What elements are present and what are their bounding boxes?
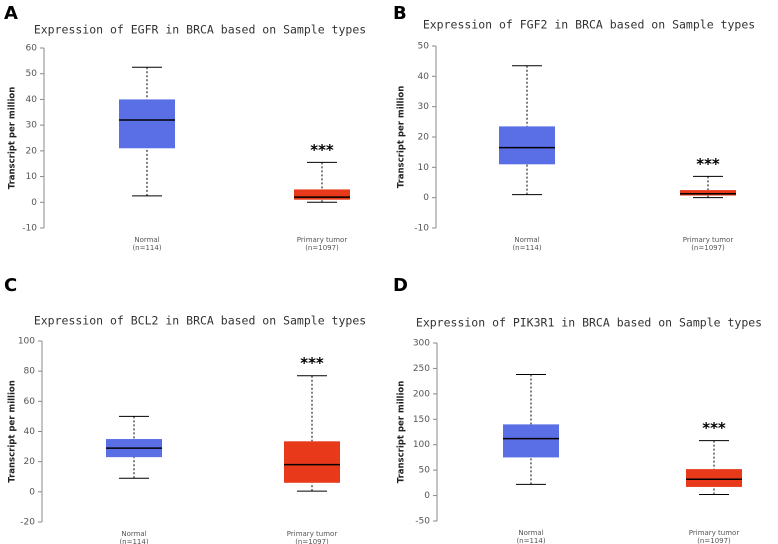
- box: [499, 126, 555, 165]
- category-label: Normal: [134, 236, 159, 244]
- category-label: Primary tumor: [297, 236, 348, 244]
- category-label: Normal: [518, 529, 543, 537]
- y-tick-label: 20: [26, 146, 38, 156]
- sample-size: (n=1097): [305, 244, 339, 252]
- box: [119, 99, 175, 149]
- y-tick-label: 50: [419, 466, 431, 476]
- box: [686, 469, 742, 487]
- y-tick-label: 40: [418, 72, 430, 82]
- y-tick-label: 60: [26, 44, 38, 54]
- sample-size: (n=1097): [295, 538, 329, 544]
- significance: ***: [696, 155, 720, 173]
- panel-label: B: [393, 3, 407, 24]
- y-tick-label: 150: [413, 415, 430, 425]
- y-tick-label: -20: [20, 518, 35, 528]
- y-tick-label: 0: [29, 487, 35, 497]
- panel: C Expression of BCL2 in BRCA based on Sam…: [4, 275, 366, 544]
- y-tick-label: 80: [24, 367, 36, 377]
- y-tick-label: 60: [24, 397, 36, 407]
- sample-size: (n=114): [512, 244, 541, 252]
- sample-size: (n=114): [516, 537, 545, 544]
- y-tick-label: 10: [418, 163, 430, 173]
- sample-size: (n=114): [119, 538, 148, 544]
- y-tick-label: 20: [418, 133, 430, 143]
- category-label: Primary tumor: [683, 236, 734, 244]
- y-axis-label: Transcript per million: [397, 381, 407, 484]
- panel-label: C: [4, 275, 17, 296]
- panel-label: A: [4, 3, 18, 24]
- y-axis-label: Transcript per million: [8, 87, 18, 190]
- y-axis-label: Transcript per million: [397, 86, 407, 189]
- y-tick-label: 100: [18, 337, 35, 347]
- significance: ***: [702, 419, 726, 437]
- y-tick-label: 40: [26, 95, 38, 105]
- chart-title: Expression of EGFR in BRCA based on Samp…: [34, 23, 366, 37]
- y-tick-label: 250: [413, 364, 430, 374]
- y-tick-label: 0: [423, 193, 429, 203]
- y-tick-label: 100: [413, 440, 430, 450]
- y-tick-label: 10: [26, 172, 38, 182]
- y-tick-label: 200: [413, 389, 430, 399]
- y-tick-label: -10: [414, 224, 429, 234]
- y-tick-label: 50: [26, 69, 38, 79]
- box: [294, 189, 350, 200]
- panel: D Expression of PIK3R1 in BRCA based on S…: [393, 275, 762, 544]
- box: [503, 424, 559, 458]
- category-label: Normal: [121, 530, 146, 538]
- panel-label: D: [393, 275, 408, 296]
- y-tick-label: 30: [26, 121, 38, 131]
- chart-title: Expression of PIK3R1 in BRCA based on Sa…: [416, 316, 762, 330]
- category-label: Primary tumor: [287, 530, 338, 538]
- panel: B Expression of FGF2 in BRCA based on Sam…: [393, 3, 755, 252]
- y-tick-label: 50: [418, 42, 430, 52]
- y-tick-label: 300: [413, 339, 430, 349]
- box: [284, 441, 340, 483]
- y-tick-label: 30: [418, 102, 430, 112]
- chart-title: Expression of BCL2 in BRCA based on Samp…: [34, 314, 366, 328]
- y-tick-label: 40: [24, 427, 36, 437]
- significance: ***: [300, 354, 324, 372]
- y-tick-label: 0: [31, 198, 37, 208]
- box: [680, 190, 736, 196]
- sample-size: (n=114): [132, 244, 161, 252]
- y-tick-label: -10: [22, 224, 37, 234]
- panel: A Expression of EGFR in BRCA based on Sam…: [4, 3, 366, 252]
- y-tick-label: 0: [424, 491, 430, 501]
- category-label: Normal: [514, 236, 539, 244]
- category-label: Primary tumor: [689, 529, 740, 537]
- y-tick-label: 20: [24, 457, 36, 467]
- sample-size: (n=1097): [697, 537, 731, 544]
- y-tick-label: -50: [415, 517, 430, 527]
- significance: ***: [310, 141, 334, 159]
- y-axis-label: Transcript per million: [8, 380, 18, 483]
- chart-title: Expression of FGF2 in BRCA based on Samp…: [423, 18, 755, 32]
- sample-size: (n=1097): [691, 244, 725, 252]
